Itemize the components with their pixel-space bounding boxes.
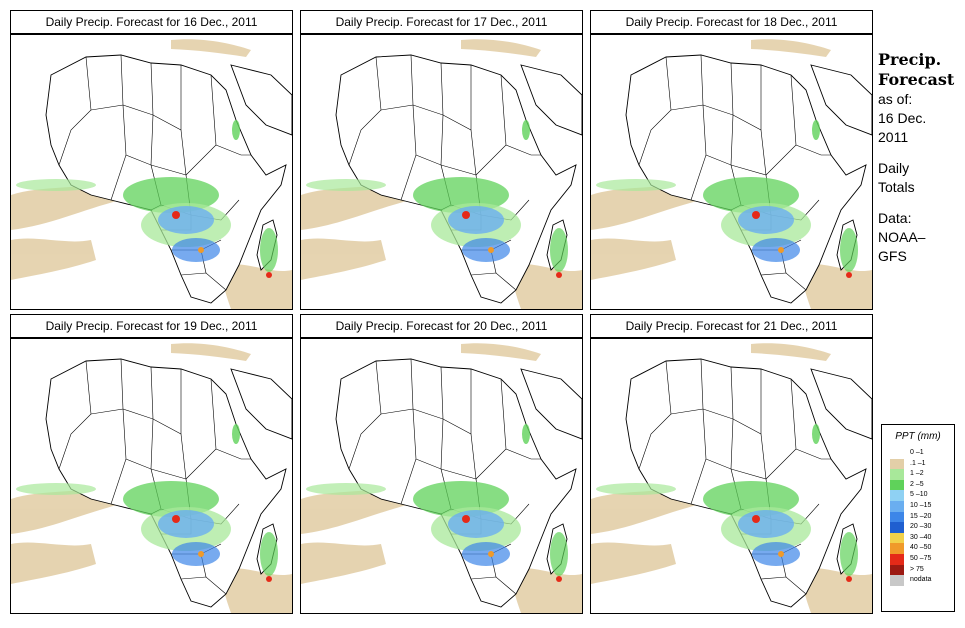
legend-swatch — [890, 543, 904, 554]
legend-item: 50 –75 — [882, 553, 954, 565]
legend-item: 10 –15 — [882, 500, 954, 512]
panel-title: Daily Precip. Forecast for 19 Dec., 2011 — [10, 314, 293, 338]
as-of-year: 2011 — [878, 129, 909, 145]
panel-map — [300, 34, 583, 310]
legend-item: 20 –30 — [882, 522, 954, 533]
rainfall-shading — [596, 424, 858, 582]
africa-map-svg — [11, 35, 292, 309]
panel-title: Daily Precip. Forecast for 21 Dec., 2011 — [590, 314, 873, 338]
legend-rows: 0 –1 .1 –1 1 –2 2 –5 5 –10 10 –15 15 –20 20 –30… — [882, 448, 954, 586]
legend-swatch — [890, 458, 904, 470]
forecast-panel: Daily Precip. Forecast for 20 Dec., 2011 — [300, 314, 583, 614]
africa-map-svg — [591, 339, 872, 613]
panel-title: Daily Precip. Forecast for 18 Dec., 2011 — [590, 10, 873, 34]
legend-label: 40 –50 — [910, 544, 932, 552]
forecast-panel: Daily Precip. Forecast for 21 Dec., 2011 — [590, 314, 873, 614]
rainfall-shading — [306, 120, 568, 278]
arabia — [810, 368, 872, 440]
as-of-date: 16 Dec. — [878, 110, 927, 126]
legend-label: 1 –2 — [910, 470, 924, 478]
legend-label: > 75 — [910, 565, 924, 573]
legend-item: 5 –10 — [882, 490, 954, 501]
arabia — [230, 368, 292, 440]
forecast-panel: Daily Precip. Forecast for 18 Dec., 2011 — [590, 10, 873, 310]
legend-label: 15 –20 — [910, 512, 932, 520]
legend-label: 5 –10 — [910, 491, 928, 499]
legend-title: PPT (mm) — [895, 431, 941, 442]
side-heading-2: Forecast — [878, 70, 955, 89]
legend-label: 0 –1 — [910, 449, 924, 456]
panel-map — [10, 34, 293, 310]
panel-title: Daily Precip. Forecast for 16 Dec., 2011 — [10, 10, 293, 34]
legend-swatch — [890, 522, 904, 533]
legend-swatch — [890, 511, 904, 523]
legend-label: nodata — [910, 576, 932, 584]
daily-label: Daily — [878, 160, 910, 176]
precip-legend: PPT (mm) 0 –1 .1 –1 1 –2 2 –5 5 –10 10 –15 15 … — [881, 424, 955, 612]
africa-map-svg — [11, 339, 292, 613]
panel-map — [300, 338, 583, 614]
legend-label: 20 –30 — [910, 523, 932, 531]
panel-map — [590, 338, 873, 614]
legend-label: 10 –15 — [910, 501, 932, 509]
side-info: Precip. Forecast as of: 16 Dec. 2011 Dai… — [878, 50, 964, 266]
legend-swatch — [890, 532, 904, 544]
legend-swatch — [890, 469, 904, 480]
legend-swatch — [890, 490, 904, 501]
dry-ocean-shading — [301, 343, 582, 613]
legend-item: > 75 — [882, 564, 954, 576]
africa-map-svg — [301, 35, 582, 309]
rainfall-shading — [306, 424, 568, 582]
legend-item: 40 –50 — [882, 543, 954, 554]
arabia — [520, 64, 582, 136]
panel-map — [10, 338, 293, 614]
legend-item: 30 –40 — [882, 532, 954, 544]
rainfall-shading — [596, 120, 858, 278]
legend-item: nodata — [882, 575, 954, 586]
legend-label: 30 –40 — [910, 533, 932, 541]
legend-label: 50 –75 — [910, 554, 932, 562]
legend-swatch — [890, 500, 904, 512]
arabia — [810, 64, 872, 136]
legend-swatch — [890, 575, 904, 586]
data-source-2: GFS — [878, 248, 907, 264]
forecast-panel: Daily Precip. Forecast for 17 Dec., 2011 — [300, 10, 583, 310]
rainfall-shading — [16, 424, 278, 582]
panel-title: Daily Precip. Forecast for 17 Dec., 2011 — [300, 10, 583, 34]
data-label: Data: — [878, 210, 912, 226]
africa-map-svg — [301, 339, 582, 613]
arabia — [230, 64, 292, 136]
rainfall-shading — [16, 120, 278, 278]
forecast-panel: Daily Precip. Forecast for 16 Dec., 2011 — [10, 10, 293, 310]
panel-map — [590, 34, 873, 310]
legend-item: 1 –2 — [882, 469, 954, 480]
panel-title: Daily Precip. Forecast for 20 Dec., 2011 — [300, 314, 583, 338]
forecast-panel: Daily Precip. Forecast for 19 Dec., 2011 — [10, 314, 293, 614]
arabia — [520, 368, 582, 440]
legend-swatch — [890, 448, 904, 459]
legend-swatch — [890, 553, 904, 565]
legend-swatch — [890, 564, 904, 576]
side-heading-1: Precip. — [878, 50, 942, 69]
totals-label: Totals — [878, 179, 915, 195]
legend-item: 15 –20 — [882, 511, 954, 523]
legend-label: .1 –1 — [910, 459, 926, 467]
as-of-label: as of: — [878, 91, 913, 107]
legend-item: 2 –5 — [882, 479, 954, 491]
data-source-1: NOAA– — [878, 229, 926, 245]
africa-map-svg — [591, 35, 872, 309]
legend-item: 0 –1 — [882, 448, 954, 459]
legend-item: .1 –1 — [882, 458, 954, 470]
legend-swatch — [890, 479, 904, 491]
legend-label: 2 –5 — [910, 480, 924, 488]
